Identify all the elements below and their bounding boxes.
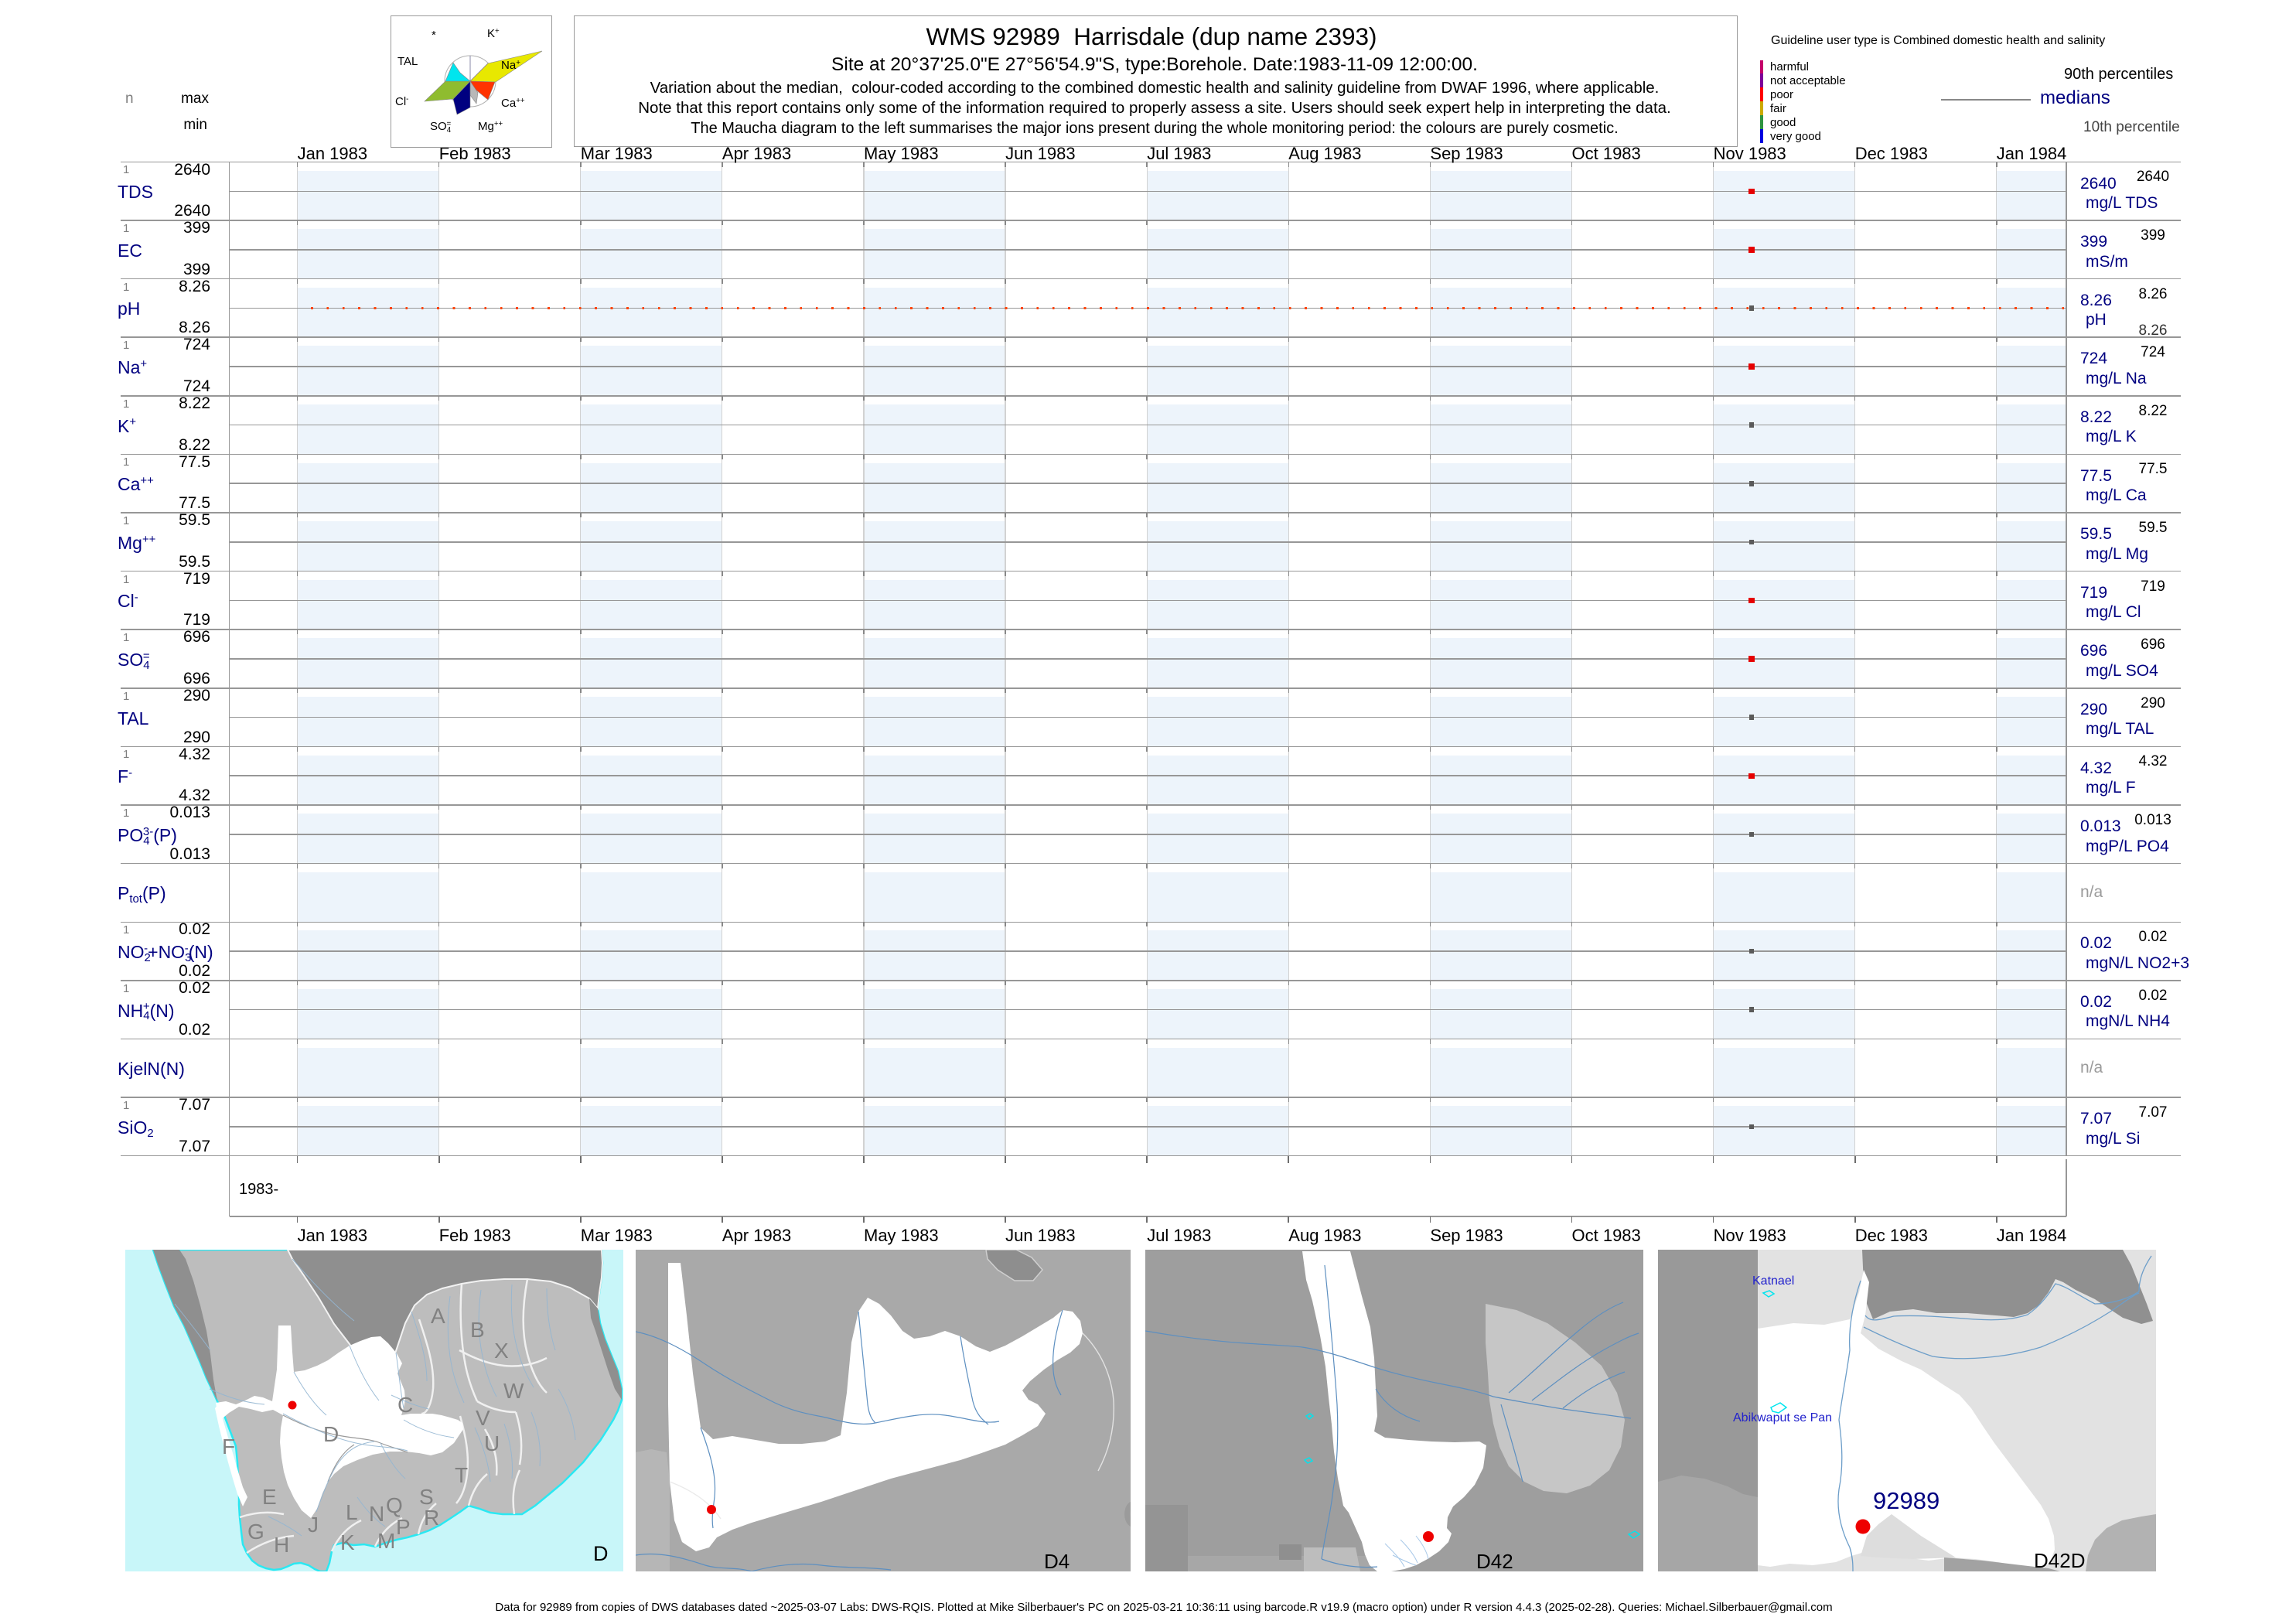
svg-text:Katnael: Katnael	[1752, 1274, 1794, 1288]
svg-text:K: K	[340, 1530, 355, 1554]
svg-text:M: M	[377, 1529, 395, 1553]
svg-text:W: W	[503, 1379, 524, 1403]
svg-text:D: D	[593, 1542, 609, 1565]
svg-text:P: P	[396, 1515, 411, 1539]
svg-text:D42: D42	[1476, 1550, 1513, 1571]
svg-text:F: F	[222, 1435, 235, 1459]
svg-text:A: A	[431, 1304, 445, 1328]
svg-text:S: S	[419, 1485, 434, 1509]
svg-text:E: E	[262, 1485, 277, 1509]
svg-text:92989: 92989	[1873, 1487, 1939, 1514]
svg-text:R: R	[424, 1506, 439, 1530]
svg-text:N: N	[369, 1502, 384, 1526]
svg-text:H: H	[274, 1533, 289, 1557]
svg-text:J: J	[308, 1513, 319, 1537]
svg-text:X: X	[494, 1339, 509, 1363]
svg-text:C: C	[397, 1393, 413, 1417]
svg-text:D42D: D42D	[2034, 1549, 2085, 1571]
svg-text:Q: Q	[386, 1493, 403, 1517]
svg-text:G: G	[247, 1520, 264, 1544]
svg-text:D4: D4	[1044, 1550, 1070, 1571]
svg-text:D: D	[323, 1422, 339, 1446]
svg-text:U: U	[484, 1431, 500, 1455]
svg-text:V: V	[476, 1406, 490, 1430]
svg-text:C: C	[1123, 1493, 1131, 1537]
svg-text:Abikwaput se Pan: Abikwaput se Pan	[1733, 1411, 1832, 1424]
svg-text:T: T	[455, 1463, 468, 1487]
svg-text:L: L	[346, 1500, 358, 1524]
svg-text:B: B	[470, 1318, 485, 1342]
